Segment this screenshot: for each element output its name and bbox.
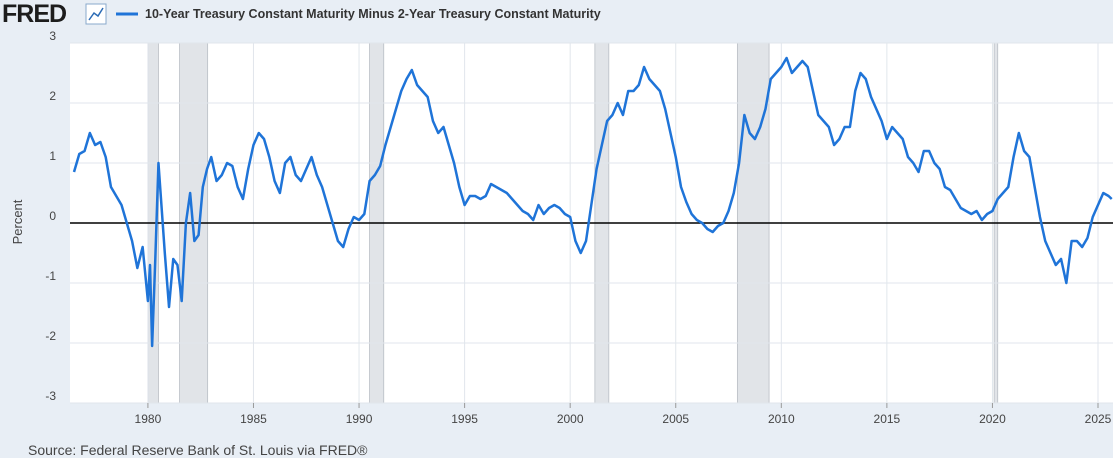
x-tick-label: 2005 [662,412,689,426]
y-tick-label: 3 [49,29,56,43]
x-tick-label: 2010 [768,412,795,426]
x-tick-label: 2015 [874,412,901,426]
y-axis-title: Percent [10,199,25,244]
y-tick-label: 1 [49,149,56,163]
x-tick-label: 1995 [451,412,478,426]
x-tick-label: 2000 [557,412,584,426]
x-tick-label: 2025 [1085,412,1112,426]
logo-icon [85,3,107,25]
series-line [72,56,1113,348]
x-tick-label: 2020 [979,412,1006,426]
y-tick-label: -1 [45,269,56,283]
x-tick-label: 1985 [240,412,267,426]
source: Source: Federal Reserve Bank of St. Loui… [28,442,368,458]
logo: FRED [2,0,66,28]
y-tick-label: 2 [49,89,56,103]
legend-label: 10-Year Treasury Constant Maturity Minus… [145,7,601,21]
x-tick-label: 1990 [346,412,373,426]
y-tick-label: 0 [49,209,56,223]
x-tick-label: 1980 [135,412,162,426]
y-tick-label: -3 [45,389,56,403]
y-tick-label: -2 [45,329,56,343]
